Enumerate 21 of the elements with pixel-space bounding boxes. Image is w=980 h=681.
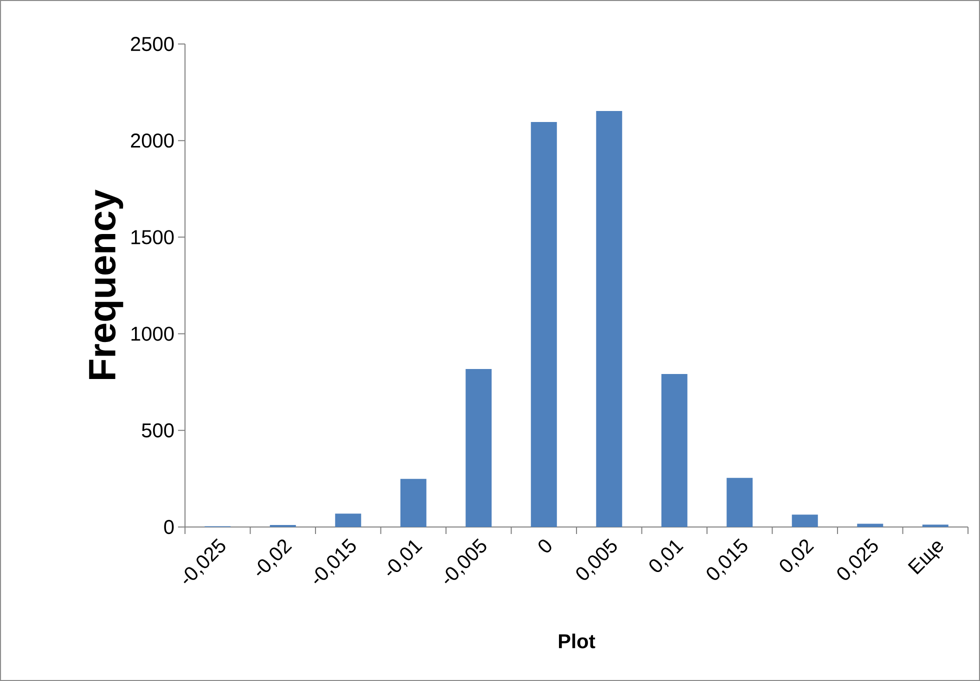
x-axis-title: Plot [558,634,596,648]
y-tick-label: 1000 [132,326,174,341]
x-tick-label: Еще [908,542,943,574]
bar [661,374,688,527]
bar [400,478,426,527]
y-tick-label: 500 [142,423,174,438]
x-tick-label: 0 [538,540,552,552]
bar [335,514,362,527]
bar [530,122,557,527]
x-tick-label: 0,01 [649,540,684,572]
bar [596,111,622,527]
y-tick-label: 2500 [131,36,174,52]
bar [726,478,753,527]
x-tick-label: 0,02 [780,539,814,572]
bar [857,524,884,527]
bar [792,514,818,527]
y-tick-label: 1500 [132,230,174,244]
y-axis-title: Frequency [89,190,124,380]
y-tick-label: 2000 [131,134,174,148]
y-tick-label: 0 [164,520,174,534]
bar [466,368,492,527]
